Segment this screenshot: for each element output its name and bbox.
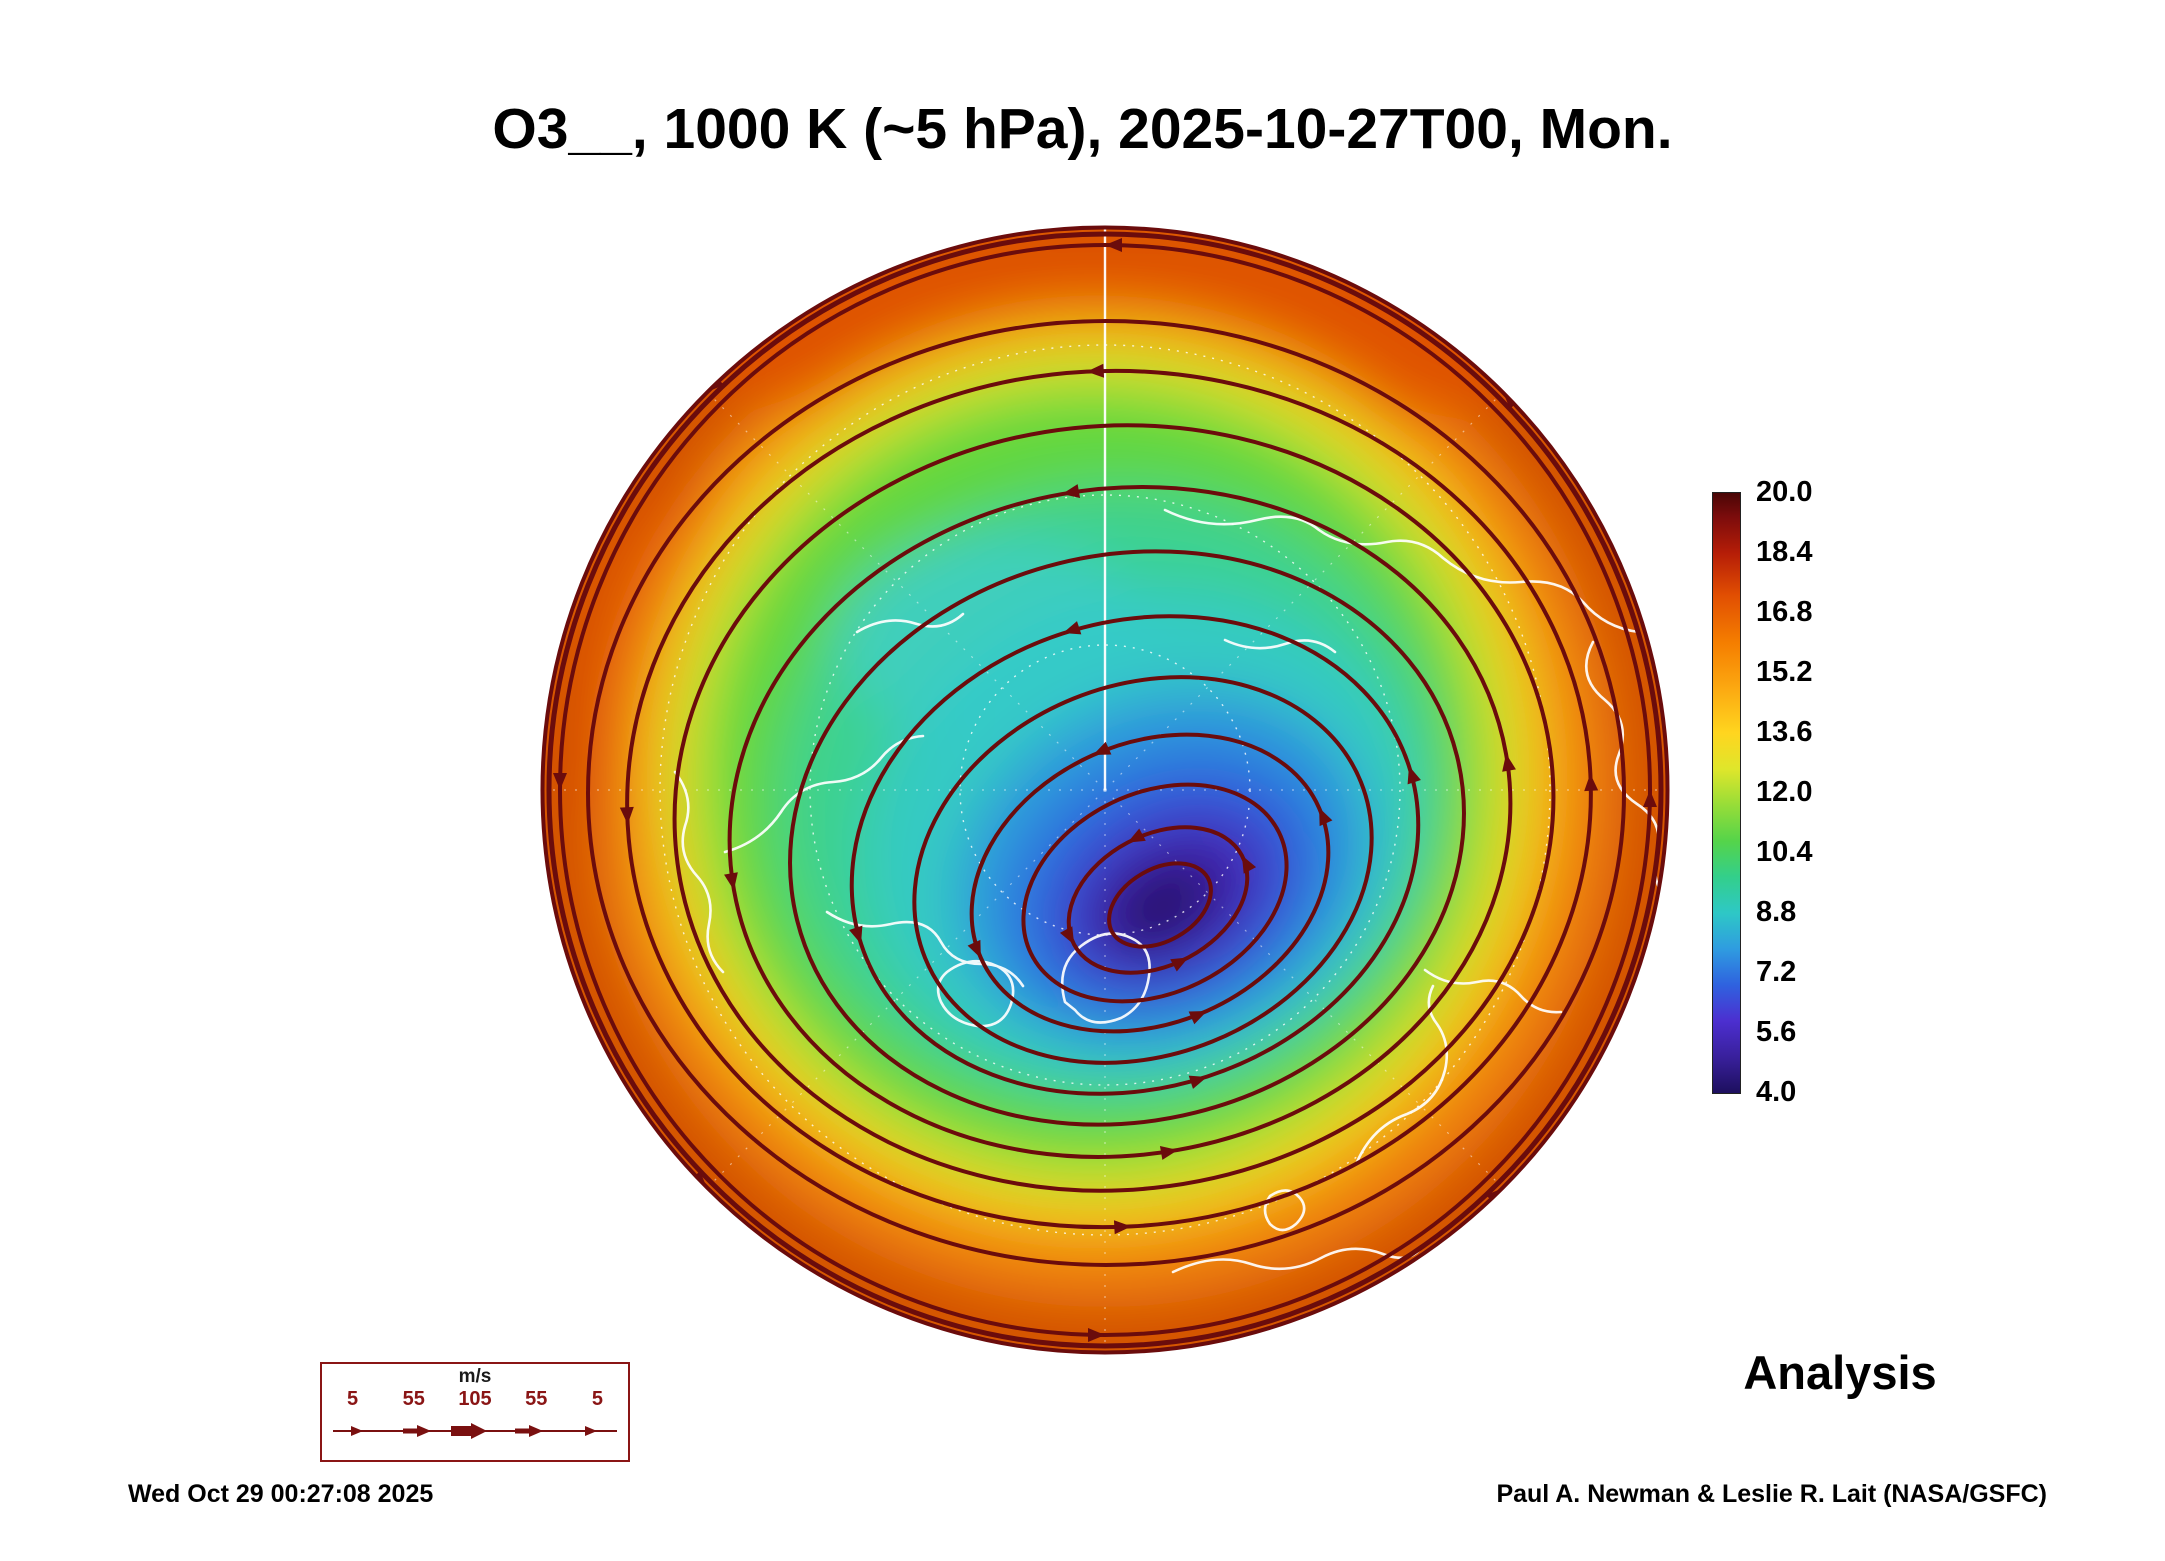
rim-streamline xyxy=(546,231,1664,1349)
streamline-loop xyxy=(586,319,1626,1267)
polar-map xyxy=(540,225,1670,1355)
colorbar-tick-label: 20.0 xyxy=(1756,476,1813,508)
colorbar-tick-label: 18.4 xyxy=(1756,536,1813,568)
streamline-loop xyxy=(1021,782,1289,1004)
streamline-loop xyxy=(727,485,1513,1159)
map-boundary xyxy=(540,225,1670,1355)
wind-speed-value: 55 xyxy=(525,1388,548,1410)
timestamp: Wed Oct 29 00:27:08 2025 xyxy=(128,1480,434,1508)
page-title: O3__, 1000 K (~5 hPa), 2025-10-27T00, Mo… xyxy=(492,97,1673,161)
colorbar-tick-label: 15.2 xyxy=(1756,656,1813,688)
colorbar-tick-label: 5.6 xyxy=(1756,1016,1797,1048)
wind-speed-value: 5 xyxy=(591,1388,603,1410)
colorbar-tick-label: 10.4 xyxy=(1756,836,1813,868)
wind-speed-value: 105 xyxy=(458,1388,492,1410)
colorbar-tick-label: 7.2 xyxy=(1756,956,1797,988)
streamline-loop xyxy=(912,675,1374,1065)
streamline-loop xyxy=(1107,861,1213,949)
credit: Paul A. Newman & Leslie R. Lait (NASA/GS… xyxy=(1496,1480,2047,1508)
colorbar-gradient xyxy=(1712,492,1741,1094)
wind-arrow-scale-icon xyxy=(333,1423,617,1439)
streamline-loop xyxy=(788,549,1466,1127)
streamline-loop xyxy=(849,614,1421,1096)
colorbar-tick-label: 16.8 xyxy=(1756,596,1813,628)
streamline-loop xyxy=(672,423,1556,1193)
wind-unit-label: m/s xyxy=(458,1366,492,1387)
analysis-label: Analysis xyxy=(1743,1346,1937,1399)
streamline-loop xyxy=(625,368,1593,1230)
colorbar-tick-label: 12.0 xyxy=(1756,776,1813,808)
streamline-loop xyxy=(969,732,1331,1034)
vortex-core xyxy=(1120,881,1194,939)
colorbar: 20.0 18.4 16.8 15.2 13.6 12.0 10.4 8.8 7… xyxy=(1756,474,1812,1134)
colorbar-tick-label: 8.8 xyxy=(1756,896,1797,928)
streamline-loop xyxy=(1066,825,1250,975)
wind-speed-legend: m/s 5 55 105 55 5 xyxy=(320,1362,630,1462)
wind-speed-value: 5 xyxy=(347,1388,359,1410)
colorbar-tick-label: 4.0 xyxy=(1756,1076,1797,1108)
wind-speed-values: 5 55 105 55 5 xyxy=(322,1388,628,1411)
wind-speed-value: 55 xyxy=(402,1388,425,1410)
colorbar-tick-label: 13.6 xyxy=(1756,716,1813,748)
